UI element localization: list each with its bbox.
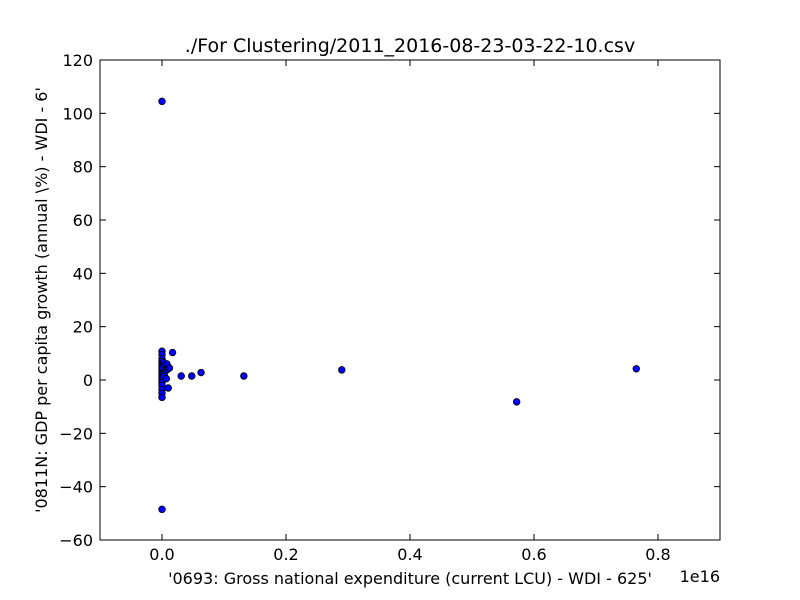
data-point bbox=[632, 365, 640, 373]
data-point bbox=[162, 374, 171, 383]
ticks-layer: 0.0 0.2 0.4 0.6 0.8 −60 −40 −20 0 20 40 60 80 100 120 bbox=[59, 51, 720, 564]
y-tick-label: 100 bbox=[62, 104, 93, 123]
data-point bbox=[177, 372, 185, 380]
x-axis-offset-label: 1e16 bbox=[680, 567, 720, 586]
plot-area bbox=[100, 60, 720, 540]
y-tick-label: −60 bbox=[59, 531, 93, 550]
data-point bbox=[512, 398, 521, 406]
data-point bbox=[188, 372, 196, 380]
y-tick-label: 80 bbox=[73, 158, 93, 177]
y-tick-label: 40 bbox=[73, 264, 93, 283]
data-point bbox=[165, 364, 174, 372]
data-point bbox=[240, 372, 248, 380]
data-point bbox=[168, 348, 177, 357]
x-tick-label: 0.2 bbox=[273, 545, 298, 564]
data-point bbox=[158, 97, 166, 106]
data-point bbox=[158, 393, 166, 402]
plot-frame bbox=[99, 59, 721, 541]
y-tick-label: 20 bbox=[73, 318, 93, 337]
x-tick-label: 0.6 bbox=[521, 545, 546, 564]
y-tick-label: 0 bbox=[83, 371, 93, 390]
x-tick-label: 0.0 bbox=[149, 545, 174, 564]
y-tick-label: −20 bbox=[59, 424, 93, 443]
y-tick-label: −40 bbox=[59, 478, 93, 497]
x-tick-label: 0.8 bbox=[645, 545, 670, 564]
y-tick-label: 120 bbox=[62, 51, 93, 70]
data-point bbox=[197, 368, 205, 377]
data-point bbox=[338, 366, 346, 374]
y-axis-label: '0811N: GDP per capita growth (annual \%… bbox=[32, 87, 51, 513]
y-tick-label: 60 bbox=[73, 211, 93, 230]
data-point bbox=[164, 384, 172, 392]
x-axis-label: '0693: Gross national expenditure (curre… bbox=[168, 569, 652, 588]
data-point bbox=[158, 505, 166, 514]
chart-title: ./For Clustering/2011_2016-08-23-03-22-1… bbox=[185, 35, 635, 57]
points-layer bbox=[158, 97, 640, 514]
x-tick-label: 0.4 bbox=[397, 545, 422, 564]
